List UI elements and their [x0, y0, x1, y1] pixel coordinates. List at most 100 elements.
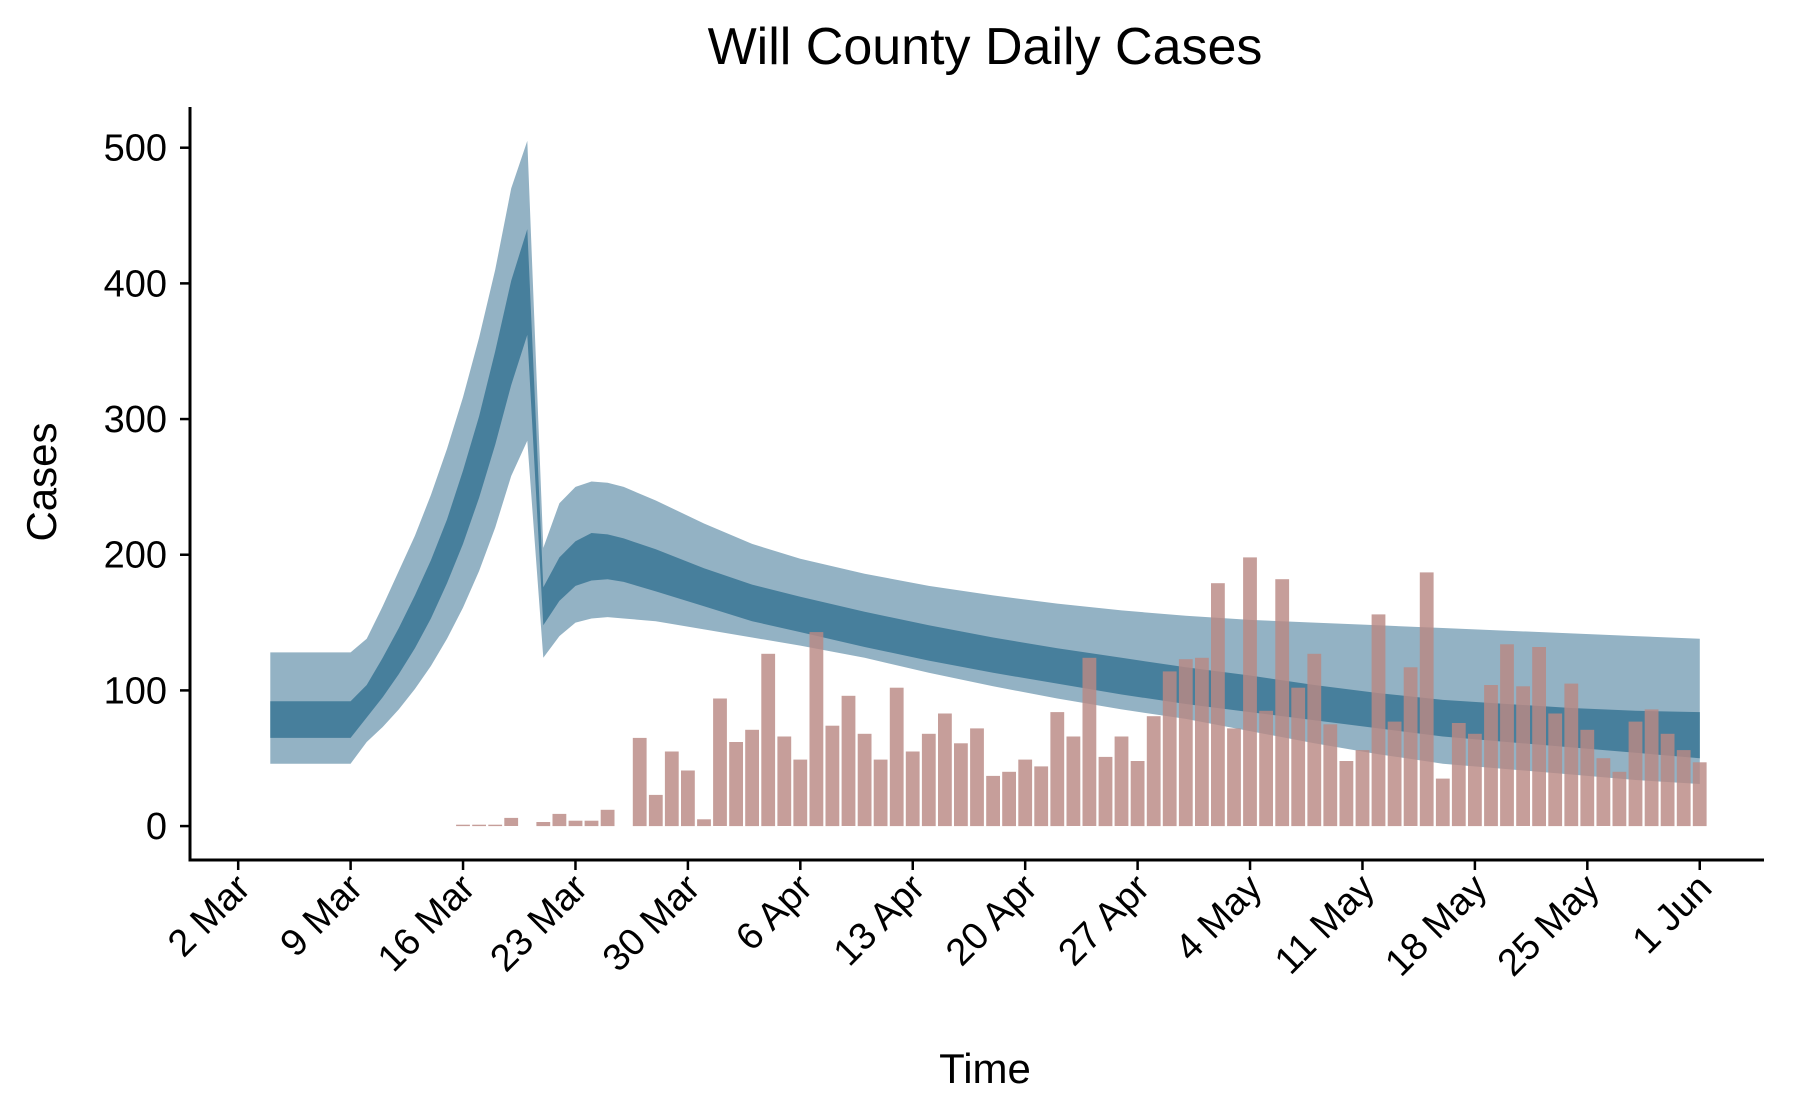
bar-2020-04-26: [1114, 736, 1129, 826]
y-tick-label: 0: [146, 806, 167, 848]
bar-2020-04-22: [1050, 712, 1065, 827]
bar-2020-03-28: [648, 794, 663, 827]
x-tick-label: 4 May: [1167, 867, 1270, 970]
bar-2020-05-16: [1435, 778, 1450, 827]
x-tick-label: 6 Apr: [728, 866, 821, 959]
bar-2020-03-21: [536, 822, 551, 827]
y-tick-label: 300: [104, 399, 167, 441]
bar-2020-05-30: [1660, 733, 1675, 827]
bar-2020-03-30: [681, 770, 695, 827]
bar-2020-05-27: [1612, 771, 1627, 827]
bar-2020-04-20: [1018, 759, 1033, 827]
plot-area: [270, 140, 1707, 827]
bar-2020-05-06: [1275, 579, 1290, 827]
bar-2020-05-25: [1580, 729, 1595, 827]
bar-2020-03-17: [472, 824, 486, 827]
bar-2020-04-15: [938, 713, 952, 827]
x-tick-label: 1 Jun: [1625, 867, 1720, 962]
bar-2020-05-23: [1548, 713, 1563, 827]
bar-2020-03-24: [584, 820, 599, 827]
y-tick-label: 500: [104, 128, 167, 170]
bar-2020-04-07: [809, 632, 824, 827]
x-tick-label: 18 May: [1377, 867, 1495, 985]
bar-2020-03-31: [697, 819, 711, 827]
chart-title: Will County Daily Cases: [708, 18, 1263, 76]
bar-2020-04-24: [1082, 657, 1097, 826]
bar-2020-05-11: [1355, 750, 1370, 827]
x-tick-label: 2 Mar: [160, 866, 259, 965]
x-tick-label: 11 May: [1267, 867, 1383, 983]
x-tick-label: 9 Mar: [273, 866, 372, 965]
bar-2020-06-01: [1692, 762, 1707, 827]
bar-2020-05-20: [1500, 644, 1514, 827]
bar-2020-04-02: [729, 742, 743, 827]
y-tick-label: 100: [104, 670, 167, 712]
bar-2020-03-23: [568, 820, 583, 827]
bar-2020-04-18: [986, 775, 1000, 827]
bar-layer: [456, 557, 1707, 827]
x-tick-label: 13 Apr: [826, 866, 934, 974]
bar-2020-05-08: [1307, 653, 1322, 827]
bar-2020-03-16: [456, 824, 470, 827]
bar-2020-05-10: [1339, 761, 1354, 827]
bar-2020-05-02: [1211, 583, 1225, 827]
bar-2020-05-07: [1291, 687, 1306, 827]
bar-2020-04-01: [713, 698, 727, 826]
bar-2020-03-25: [600, 809, 615, 827]
bar-2020-04-27: [1130, 761, 1145, 827]
bar-2020-05-26: [1596, 758, 1611, 826]
bar-2020-04-08: [825, 725, 840, 827]
bar-2020-03-27: [632, 737, 647, 827]
bar-2020-05-03: [1227, 728, 1241, 827]
x-axis-title: Time: [939, 1045, 1031, 1092]
bar-2020-03-19: [504, 817, 519, 826]
bar-2020-05-17: [1451, 723, 1466, 827]
bar-2020-05-04: [1243, 557, 1257, 826]
bar-2020-05-28: [1628, 721, 1643, 827]
bar-2020-05-29: [1644, 709, 1659, 827]
x-axis-ticks: 2 Mar 9 Mar 16 Mar 23 Mar 30 Mar 6 Apr 13 Apr 2…: [160, 860, 1720, 984]
bar-2020-05-15: [1419, 572, 1434, 827]
bar-2020-04-23: [1066, 736, 1081, 826]
bar-2020-04-25: [1098, 756, 1113, 827]
x-tick-label: 30 Mar: [595, 866, 709, 980]
bar-2020-03-29: [664, 751, 679, 827]
bar-2020-04-30: [1178, 659, 1193, 827]
bar-2020-05-13: [1387, 721, 1402, 827]
y-tick-label: 400: [104, 263, 167, 305]
bar-2020-03-18: [488, 824, 503, 827]
x-tick-label: 23 Mar: [483, 866, 597, 980]
bar-2020-05-19: [1484, 685, 1498, 827]
bar-2020-05-14: [1403, 667, 1418, 826]
bar-2020-05-12: [1371, 614, 1386, 827]
bar-2020-04-10: [857, 733, 872, 827]
bar-2020-04-05: [777, 736, 792, 826]
bar-2020-05-31: [1676, 750, 1691, 827]
x-tick-label: 16 Mar: [370, 866, 484, 980]
bar-2020-04-28: [1146, 716, 1161, 827]
bar-2020-05-24: [1564, 683, 1579, 827]
bar-2020-04-12: [889, 687, 904, 827]
bar-2020-04-29: [1162, 671, 1177, 827]
bar-2020-04-09: [841, 695, 856, 826]
x-tick-label: 25 May: [1490, 867, 1608, 985]
bar-2020-05-09: [1323, 724, 1338, 827]
bar-2020-05-22: [1532, 647, 1546, 827]
bar-2020-04-19: [1002, 771, 1016, 827]
bar-2020-04-11: [873, 759, 888, 827]
y-tick-label: 200: [104, 535, 167, 577]
bar-2020-05-21: [1516, 686, 1530, 826]
inner-interval-band: [270, 229, 1700, 759]
bar-2020-05-05: [1259, 710, 1273, 827]
x-tick-label: 20 Apr: [938, 866, 1046, 974]
bar-2020-04-17: [970, 728, 984, 827]
bar-2020-04-13: [905, 751, 920, 827]
bar-2020-03-22: [552, 813, 567, 827]
bar-2020-04-06: [793, 759, 808, 827]
bar-2020-05-01: [1195, 657, 1209, 826]
y-axis-title: Cases: [18, 422, 65, 541]
y-axis-ticks: 0 100 200 300 400 500: [104, 128, 190, 848]
bar-2020-05-18: [1468, 733, 1482, 827]
bar-2020-04-16: [954, 743, 968, 827]
